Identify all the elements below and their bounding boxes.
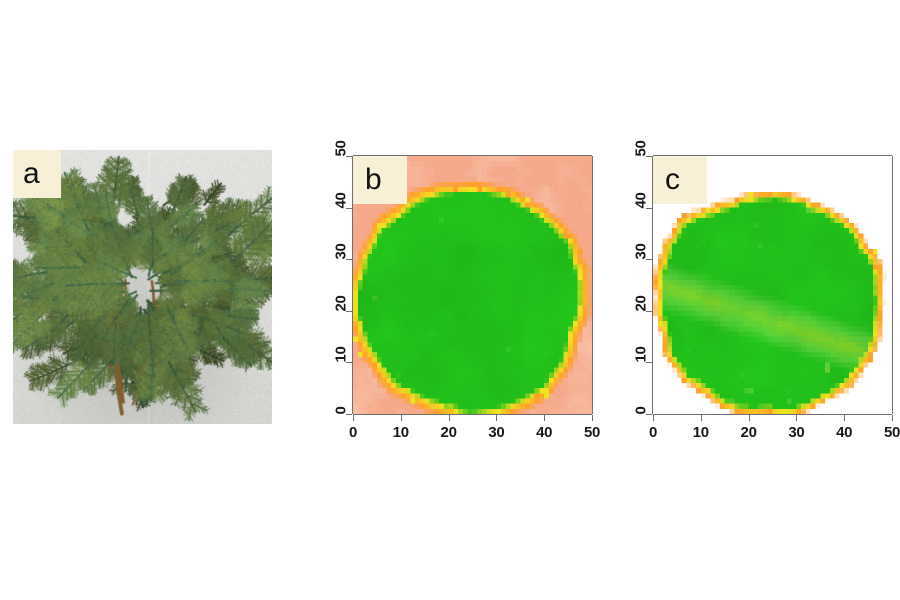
axis-line-left <box>652 156 653 414</box>
axis-line-right <box>892 156 893 414</box>
panel-a-label-badge: a <box>13 150 61 198</box>
x-axis-tick-label: 20 <box>440 424 457 441</box>
y-axis-tick <box>346 362 352 364</box>
x-axis-tick-label: 0 <box>348 424 358 441</box>
y-axis-tick <box>346 207 352 209</box>
x-axis-tick-label: 20 <box>740 424 757 441</box>
axis-line-right <box>592 156 593 414</box>
y-axis-tick <box>646 156 652 157</box>
y-axis-tick <box>646 259 652 261</box>
axis-line-top <box>653 155 892 156</box>
x-axis-tick-label: 50 <box>883 424 900 441</box>
panel-a-label: a <box>23 157 40 190</box>
y-axis-tick <box>346 156 352 157</box>
y-axis-tick <box>346 259 352 261</box>
x-axis-tick <box>353 415 354 421</box>
x-axis-tick <box>496 415 498 421</box>
panel-c-label-badge: c <box>653 156 707 204</box>
panel-b-plot: b 0 10 20 30 40 50 0 10 20 30 40 50 <box>332 140 601 441</box>
x-axis-tick <box>892 415 893 421</box>
x-axis-tick <box>748 415 750 421</box>
x-axis-tick <box>400 415 402 421</box>
panel-b-label: b <box>365 163 382 196</box>
y-axis-tick <box>346 310 352 312</box>
y-axis-tick <box>646 414 652 415</box>
x-axis-tick <box>448 415 450 421</box>
x-axis-tick-label: 40 <box>536 424 553 441</box>
axis-line-bottom <box>353 414 592 415</box>
y-axis-tick <box>646 207 652 209</box>
x-axis-tick-label: 30 <box>788 424 805 441</box>
y-axis-tick <box>646 310 652 312</box>
x-axis-tick <box>592 415 593 421</box>
x-axis-tick-label: 0 <box>648 424 658 441</box>
axis-line-bottom <box>653 414 892 415</box>
axis-line-left <box>352 156 353 414</box>
panel-c-label: c <box>665 163 680 196</box>
y-axis-tick <box>646 362 652 364</box>
x-axis-tick <box>700 415 702 421</box>
x-axis-tick-label: 40 <box>836 424 853 441</box>
x-axis-tick-label: 50 <box>583 424 601 441</box>
panel-c-plot: c 0 10 20 30 40 50 0 10 20 30 40 50 <box>632 140 900 441</box>
x-axis-tick-label: 10 <box>392 424 409 441</box>
y-axis-tick <box>346 414 352 415</box>
x-axis-tick-label: 10 <box>692 424 709 441</box>
axis-line-top <box>353 155 592 156</box>
x-axis-tick <box>796 415 798 421</box>
x-axis-tick-label: 30 <box>488 424 505 441</box>
x-axis-tick <box>653 415 654 421</box>
x-axis-tick <box>544 415 546 421</box>
panel-a-photograph: a <box>13 150 272 424</box>
x-axis-tick <box>844 415 846 421</box>
panel-b-label-badge: b <box>353 156 407 204</box>
